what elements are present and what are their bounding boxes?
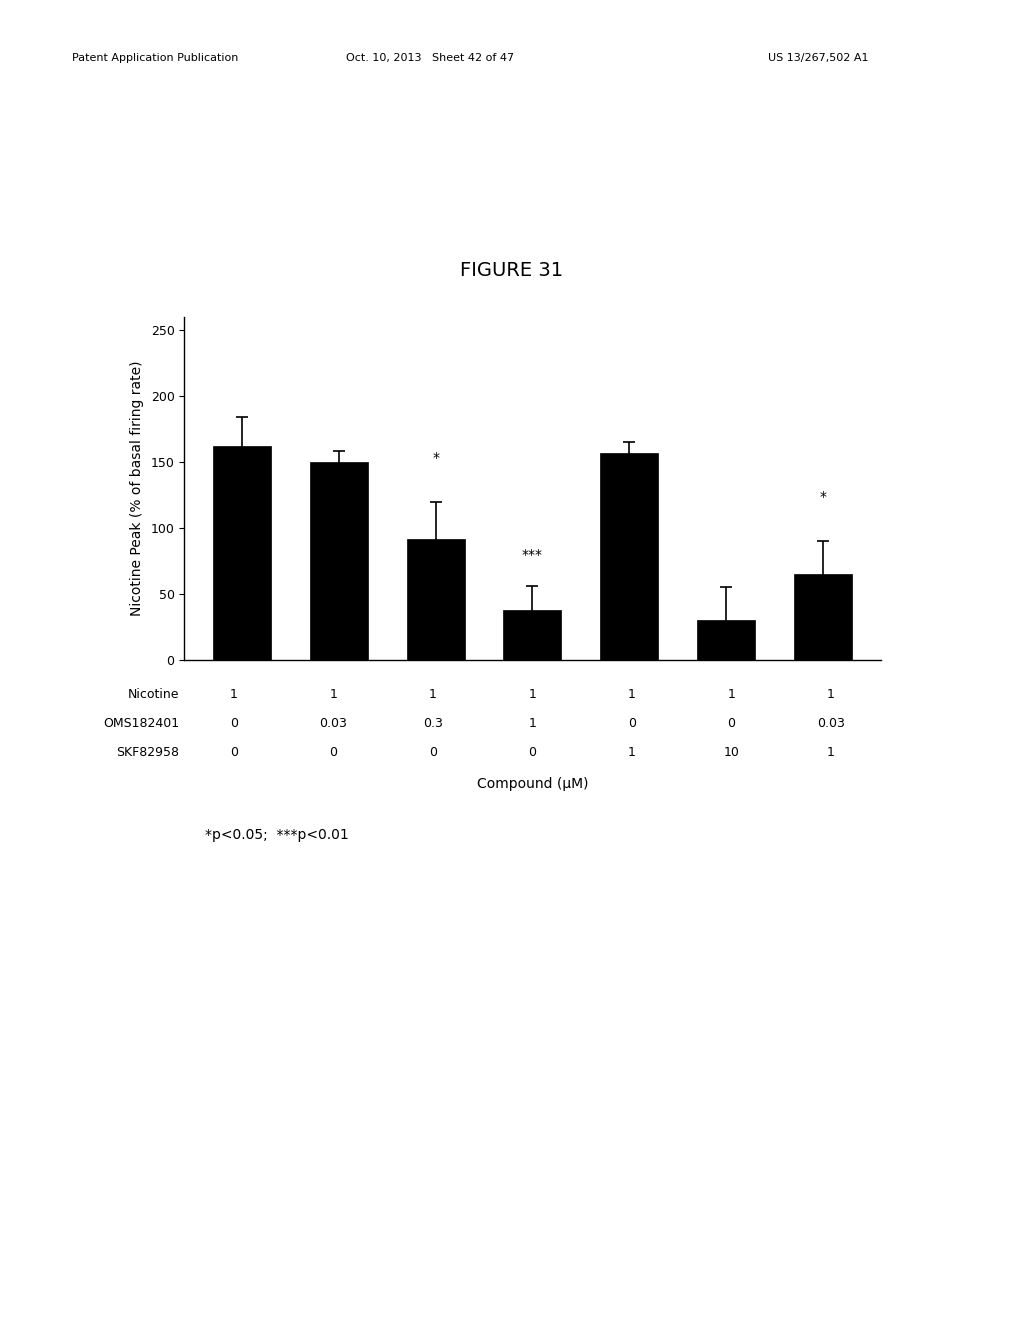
Text: US 13/267,502 A1: US 13/267,502 A1: [768, 53, 868, 63]
Text: *: *: [432, 450, 439, 465]
Text: Nicotine: Nicotine: [128, 688, 179, 701]
Text: 1: 1: [528, 717, 537, 730]
Text: *: *: [819, 490, 826, 504]
Bar: [697, 620, 755, 660]
Text: SKF82958: SKF82958: [116, 746, 179, 759]
Text: Oct. 10, 2013   Sheet 42 of 47: Oct. 10, 2013 Sheet 42 of 47: [346, 53, 514, 63]
Text: 1: 1: [628, 688, 636, 701]
Bar: [407, 539, 465, 660]
Text: 0: 0: [230, 717, 238, 730]
Text: 1: 1: [628, 746, 636, 759]
Text: Compound (μM): Compound (μM): [477, 777, 588, 792]
Bar: [504, 610, 561, 660]
Text: 0: 0: [429, 746, 437, 759]
Text: 0: 0: [528, 746, 537, 759]
Bar: [794, 574, 852, 660]
Text: 1: 1: [429, 688, 437, 701]
Text: OMS182401: OMS182401: [103, 717, 179, 730]
Text: 1: 1: [528, 688, 537, 701]
Bar: [213, 446, 271, 660]
Text: ***: ***: [522, 548, 543, 562]
Text: 0: 0: [727, 717, 735, 730]
Text: 0: 0: [230, 746, 238, 759]
Text: *p<0.05;  ***p<0.01: *p<0.05; ***p<0.01: [205, 828, 348, 842]
Text: 0.3: 0.3: [423, 717, 443, 730]
Text: FIGURE 31: FIGURE 31: [461, 261, 563, 280]
Text: 1: 1: [827, 688, 835, 701]
Text: 1: 1: [230, 688, 238, 701]
Text: 0.03: 0.03: [817, 717, 845, 730]
Text: 10: 10: [724, 746, 739, 759]
Text: 1: 1: [827, 746, 835, 759]
Text: Patent Application Publication: Patent Application Publication: [72, 53, 238, 63]
Text: 0.03: 0.03: [319, 717, 347, 730]
Text: 1: 1: [727, 688, 735, 701]
Bar: [600, 453, 658, 660]
Text: 1: 1: [330, 688, 338, 701]
Text: 0: 0: [330, 746, 338, 759]
Text: 0: 0: [628, 717, 636, 730]
Bar: [310, 462, 368, 660]
Y-axis label: Nicotine Peak (% of basal firing rate): Nicotine Peak (% of basal firing rate): [130, 360, 143, 616]
